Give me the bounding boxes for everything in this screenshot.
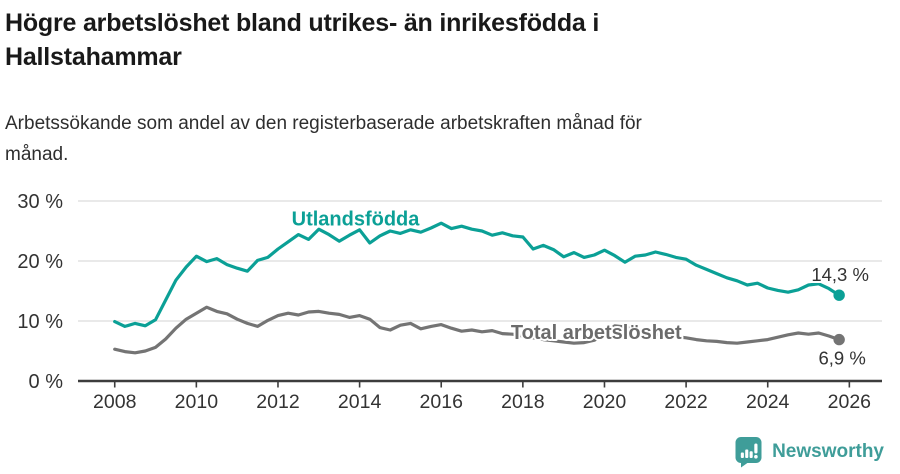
series-line-1: [113, 305, 841, 355]
page-title-line1: Högre arbetslöshet bland utrikes- än inr…: [5, 9, 600, 37]
series-end-value-0: 14,3 %: [811, 264, 869, 285]
chart-subtitle-line2: månad.: [5, 144, 69, 165]
x-tick-label-2018: 2018: [501, 391, 544, 413]
y-tick-label-0: 0 %: [29, 371, 64, 393]
chart-subtitle-line1: Arbetssökande som andel av den registerb…: [5, 113, 642, 134]
brand-credit[interactable]: Newsworthy: [734, 436, 884, 468]
series-end-value-1: 6,9 %: [818, 348, 865, 369]
x-tick-label-2026: 2026: [828, 391, 871, 413]
x-tick-label-2020: 2020: [583, 391, 627, 413]
series-label-1: Total arbetslöshet: [511, 322, 682, 344]
series-line-0: [113, 221, 841, 328]
chart-subtitle: Arbetssökande som andel av den registerb…: [5, 108, 642, 170]
brand-name: Newsworthy: [772, 441, 884, 462]
page-title: Högre arbetslöshet bland utrikes- än inr…: [5, 6, 599, 74]
x-tick-label-2024: 2024: [746, 391, 790, 413]
series-end-dot-0: [833, 289, 845, 301]
series-label-0: Utlandsfödda: [292, 208, 421, 230]
x-tick-label-2022: 2022: [664, 391, 707, 413]
x-tick-label-2016: 2016: [420, 391, 463, 413]
y-tick-label-10: 10 %: [17, 311, 63, 333]
x-tick-label-2008: 2008: [93, 391, 136, 413]
page-title-line2: Hallstahammar: [5, 43, 182, 71]
newsworthy-logo-icon: [735, 437, 762, 468]
x-tick-label-2012: 2012: [256, 391, 299, 413]
x-tick-label-2010: 2010: [175, 391, 219, 413]
y-tick-label-30: 30 %: [17, 191, 63, 213]
series-end-dot-1: [833, 333, 845, 346]
x-tick-label-2014: 2014: [338, 391, 382, 413]
y-tick-label-20: 20 %: [17, 251, 63, 273]
